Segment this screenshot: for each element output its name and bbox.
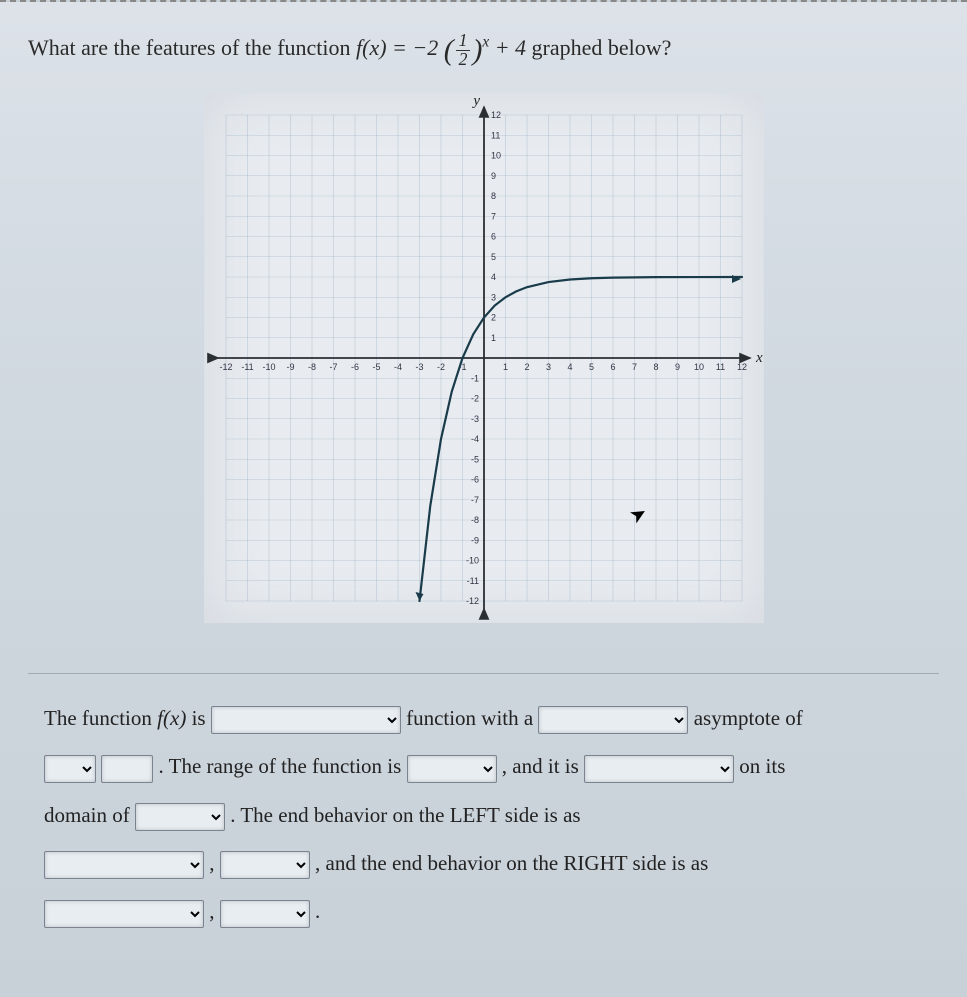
svg-text:-3: -3 [415, 362, 423, 372]
answer-line-4: , , and the end behavior on the RIGHT si… [44, 839, 923, 887]
svg-text:-4: -4 [470, 434, 478, 444]
svg-text:4: 4 [567, 362, 572, 372]
page: What are the features of the function f(… [0, 0, 967, 997]
svg-text:-7: -7 [470, 495, 478, 505]
asymptote-var-select[interactable] [44, 755, 96, 783]
graph: -12-11-10-9-8-7-6-5-4-3-2-11234567891011… [204, 93, 764, 623]
answer-line-2: . The range of the function is , and it … [44, 742, 923, 790]
monotonic-select[interactable] [584, 755, 734, 783]
svg-text:-3: -3 [470, 414, 478, 424]
answer-line-5: , . [44, 887, 923, 935]
svg-text:11: 11 [491, 130, 500, 140]
svg-text:2: 2 [524, 362, 529, 372]
range-select[interactable] [407, 755, 497, 783]
answer-line-3: domain of . The end behavior on the LEFT… [44, 791, 923, 839]
right-end-y-select[interactable] [220, 900, 310, 928]
svg-text:-8: -8 [470, 515, 478, 525]
svg-text:-12: -12 [219, 362, 232, 372]
svg-text:3: 3 [491, 292, 496, 302]
graph-container: -12-11-10-9-8-7-6-5-4-3-2-11234567891011… [28, 93, 939, 623]
svg-text:11: 11 [715, 362, 724, 372]
svg-text:5: 5 [588, 362, 593, 372]
question-text: What are the features of the function f(… [28, 32, 939, 68]
answer-line-1: The function f(x) is function with a asy… [44, 694, 923, 742]
svg-text:-5: -5 [470, 454, 478, 464]
asymptote-value-input[interactable] [101, 755, 153, 783]
svg-text:12: 12 [736, 362, 746, 372]
svg-text:y: y [471, 93, 480, 109]
svg-text:9: 9 [674, 362, 679, 372]
svg-text:-9: -9 [286, 362, 294, 372]
svg-text:-4: -4 [393, 362, 401, 372]
left-end-y-select[interactable] [220, 851, 310, 879]
svg-text:2: 2 [491, 313, 496, 323]
svg-text:12: 12 [491, 110, 501, 120]
right-end-x-select[interactable] [44, 900, 204, 928]
answer-area: The function f(x) is function with a asy… [28, 673, 939, 955]
asymptote-type-select[interactable] [538, 706, 688, 734]
svg-text:-9: -9 [470, 535, 478, 545]
svg-text:6: 6 [610, 362, 615, 372]
svg-text:-5: -5 [372, 362, 380, 372]
svg-text:-10: -10 [465, 556, 478, 566]
svg-text:3: 3 [545, 362, 550, 372]
svg-text:8: 8 [491, 191, 496, 201]
q-prefix: What are the features of the function [28, 35, 356, 60]
svg-text:5: 5 [491, 252, 496, 262]
svg-text:-6: -6 [350, 362, 358, 372]
svg-text:4: 4 [491, 272, 496, 282]
svg-text:-11: -11 [466, 576, 478, 586]
left-end-x-select[interactable] [44, 851, 204, 879]
svg-text:10: 10 [491, 151, 501, 161]
fn: f(x) = −2 (12)x + 4 [356, 35, 532, 60]
svg-text:-2: -2 [436, 362, 444, 372]
svg-text:-6: -6 [470, 475, 478, 485]
svg-text:-10: -10 [262, 362, 275, 372]
domain-select[interactable] [135, 803, 225, 831]
svg-text:x: x [755, 350, 763, 366]
q-suffix: graphed below? [532, 35, 672, 60]
svg-text:-7: -7 [329, 362, 337, 372]
svg-text:7: 7 [491, 211, 496, 221]
svg-text:-1: -1 [470, 373, 478, 383]
svg-text:-8: -8 [307, 362, 315, 372]
svg-text:-12: -12 [465, 596, 478, 606]
fn-type-select[interactable] [211, 706, 401, 734]
svg-text:1: 1 [502, 362, 507, 372]
svg-text:6: 6 [491, 232, 496, 242]
svg-text:9: 9 [491, 171, 496, 181]
svg-text:-11: -11 [241, 362, 253, 372]
svg-text:8: 8 [653, 362, 658, 372]
svg-text:7: 7 [631, 362, 636, 372]
svg-text:10: 10 [693, 362, 703, 372]
svg-text:1: 1 [491, 333, 496, 343]
svg-text:-2: -2 [470, 394, 478, 404]
